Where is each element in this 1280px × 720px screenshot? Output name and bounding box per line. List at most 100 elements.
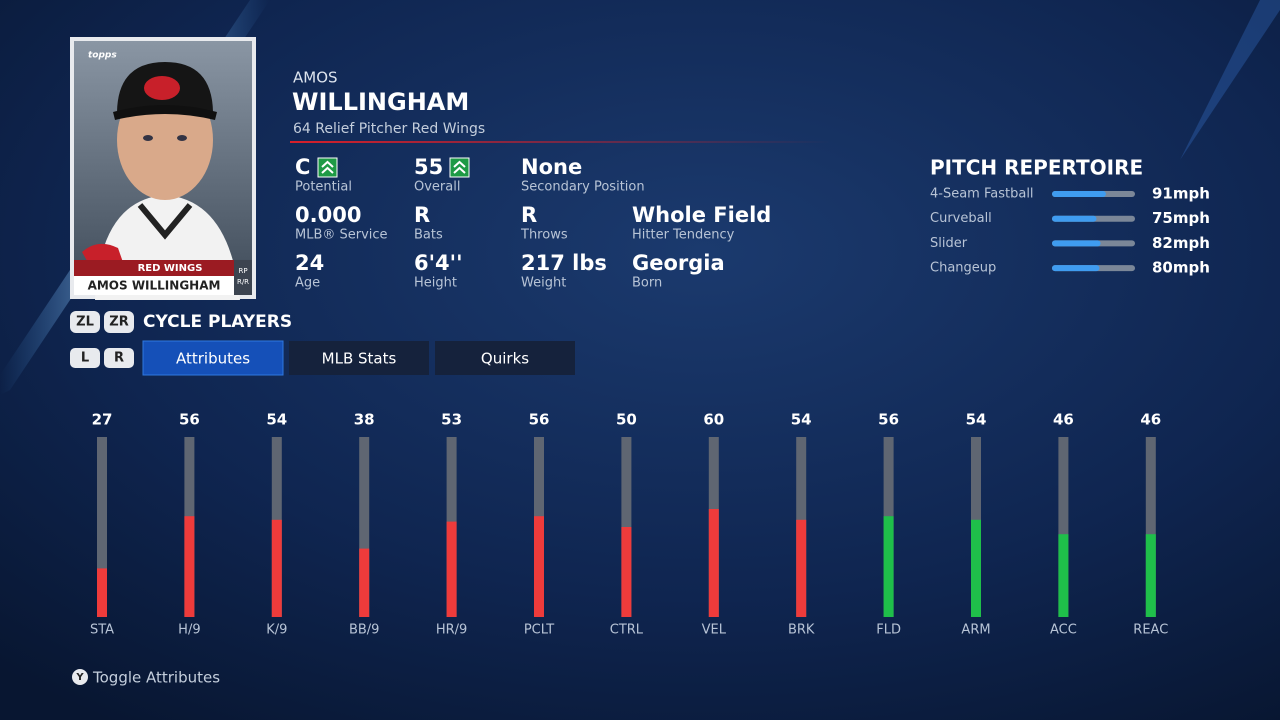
attribute-bar xyxy=(621,527,632,617)
attribute-name: ACC xyxy=(1050,623,1077,638)
divider xyxy=(290,141,830,143)
upgrade-icon xyxy=(317,157,338,178)
info-value: Whole Field xyxy=(632,203,771,227)
footer-label[interactable]: Toggle Attributes xyxy=(92,669,220,687)
pitch-speed: 75mph xyxy=(1152,209,1210,227)
last-name: WILLINGHAM xyxy=(292,88,469,116)
button-icon xyxy=(72,669,88,685)
cycle-label[interactable]: CYCLE PLAYERS xyxy=(143,312,292,332)
position-box xyxy=(234,260,252,295)
eye xyxy=(143,135,153,141)
attribute-value: 46 xyxy=(1140,411,1161,429)
button-icon xyxy=(70,311,100,333)
attribute-track xyxy=(1058,437,1069,617)
tab-label[interactable]: Attributes xyxy=(176,350,250,368)
attribute-value: 54 xyxy=(791,411,812,429)
attribute-name: FLD xyxy=(876,623,901,638)
attribute-value: 50 xyxy=(616,411,637,429)
info-value: Georgia xyxy=(632,251,725,275)
attribute-bar xyxy=(359,548,370,617)
attribute-bar xyxy=(796,519,807,617)
attribute-name: PCLT xyxy=(524,623,554,638)
tab[interactable] xyxy=(435,341,575,375)
button-label: L xyxy=(81,351,89,366)
info-value: 0.000 xyxy=(295,203,361,227)
info-label: Potential xyxy=(295,180,352,195)
attribute-name: VEL xyxy=(702,623,727,638)
attribute-value: 56 xyxy=(529,411,550,429)
attribute-bar xyxy=(1058,534,1069,617)
pitch-speed: 82mph xyxy=(1152,234,1210,252)
cap-brim xyxy=(113,105,217,120)
info-label: Age xyxy=(295,276,320,291)
pitch-bar xyxy=(1052,240,1101,247)
pitch-bar xyxy=(1052,215,1097,222)
attribute-value: 54 xyxy=(266,411,287,429)
attribute-value: 54 xyxy=(966,411,987,429)
attribute-bar xyxy=(271,519,282,617)
info-value: R xyxy=(521,203,537,227)
pitch-speed: 91mph xyxy=(1152,185,1210,203)
info-value: None xyxy=(521,155,582,179)
info-value: 217 lbs xyxy=(521,251,607,275)
tab-label[interactable]: Quirks xyxy=(481,350,529,368)
info-label: Throws xyxy=(520,228,568,243)
upgrade-icon xyxy=(449,157,470,178)
pitch-bar xyxy=(1052,191,1106,197)
button-icon xyxy=(104,348,134,368)
cap-logo xyxy=(144,76,180,100)
player-card: topps RED WINGS AMOS WILLINGHAM RP R/R xyxy=(70,37,256,300)
attribute-bar xyxy=(1145,534,1156,617)
attribute-name: H/9 xyxy=(178,623,200,638)
pitch-bar xyxy=(1052,265,1100,272)
button-label: ZR xyxy=(109,315,128,330)
attribute-name: HR/9 xyxy=(436,623,467,638)
pitch-name: 4-Seam Fastball xyxy=(930,187,1034,202)
team-banner xyxy=(74,260,234,276)
card-position: RP xyxy=(238,267,247,275)
attribute-bar xyxy=(97,568,107,617)
card-brand: topps xyxy=(88,51,117,61)
tab[interactable] xyxy=(142,340,284,376)
info-value: 55 xyxy=(414,155,443,179)
attribute-value: 56 xyxy=(878,411,899,429)
attribute-track xyxy=(1145,437,1156,617)
eye xyxy=(177,135,187,141)
attribute-track xyxy=(359,437,370,617)
name-banner xyxy=(74,276,234,295)
info-label: Bats xyxy=(414,228,443,243)
attribute-value: 56 xyxy=(179,411,200,429)
attribute-name: BRK xyxy=(788,623,815,638)
attribute-value: 27 xyxy=(92,411,113,429)
attribute-bar xyxy=(883,516,894,617)
attribute-name: BB/9 xyxy=(349,623,380,638)
card-name: AMOS WILLINGHAM xyxy=(88,279,221,293)
button-label: ZL xyxy=(76,315,94,330)
attribute-name: ARM xyxy=(961,623,990,638)
button-label: Y xyxy=(75,672,84,683)
repertoire-title: PITCH REPERTOIRE xyxy=(930,156,1143,180)
card-bats-throws: R/R xyxy=(237,278,249,286)
attribute-value: 53 xyxy=(441,411,462,429)
pitch-speed: 80mph xyxy=(1152,259,1210,277)
button-icon xyxy=(70,348,100,368)
attribute-bar xyxy=(708,509,719,617)
card-team: RED WINGS xyxy=(138,263,203,274)
info-label: Born xyxy=(632,276,662,291)
info-label: MLB® Service xyxy=(295,228,388,243)
info-value: C xyxy=(295,155,310,179)
pitch-name: Changeup xyxy=(930,261,996,276)
pitch-name: Slider xyxy=(930,236,968,251)
button-icon xyxy=(104,311,134,333)
tab[interactable] xyxy=(289,341,429,375)
collar xyxy=(137,203,193,240)
attribute-value: 38 xyxy=(354,411,375,429)
attribute-bar xyxy=(446,521,457,617)
tab-label[interactable]: MLB Stats xyxy=(322,350,397,368)
attribute-name: REAC xyxy=(1133,623,1168,638)
attribute-bar xyxy=(534,516,544,617)
attribute-bar xyxy=(971,519,981,617)
info-label: Secondary Position xyxy=(521,180,645,195)
attribute-value: 46 xyxy=(1053,411,1074,429)
info-label: Overall xyxy=(414,180,460,195)
